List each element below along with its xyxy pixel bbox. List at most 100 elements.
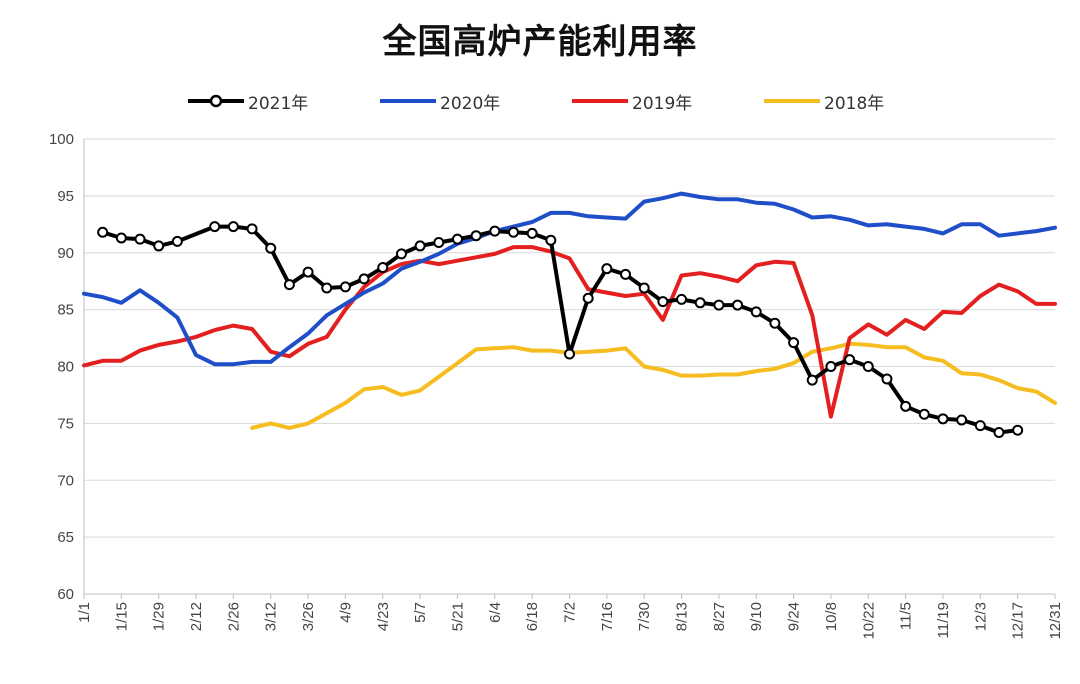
- series-2021年: [97, 221, 1024, 438]
- x-tick-label: 11/19: [935, 602, 952, 638]
- data-point: [937, 413, 949, 425]
- x-tick-label: 7/16: [599, 602, 616, 631]
- x-tick-label: 3/26: [300, 602, 317, 631]
- legend-item-2019: 2019年: [572, 88, 692, 114]
- x-tick-label: 6/4: [487, 602, 504, 623]
- x-tick-label: 6/18: [524, 602, 541, 631]
- series-2018年: [250, 341, 1057, 430]
- series-lines: [82, 191, 1057, 438]
- x-tick-label: 9/24: [786, 602, 803, 631]
- data-point: [1012, 424, 1024, 436]
- data-point: [339, 281, 351, 293]
- data-point: [115, 232, 127, 244]
- legend-label-2019: 2019年: [632, 93, 693, 114]
- data-point: [153, 240, 165, 252]
- data-point: [97, 226, 109, 238]
- data-point: [713, 299, 725, 311]
- x-tick-label: 9/10: [748, 602, 765, 631]
- data-point: [844, 354, 856, 366]
- x-tick-label: 3/12: [263, 602, 280, 631]
- y-tick-label: 80: [57, 359, 74, 376]
- data-point: [620, 268, 632, 280]
- data-point: [526, 227, 538, 239]
- data-point: [414, 240, 426, 252]
- data-point: [564, 348, 575, 360]
- legend-label-2018: 2018年: [824, 93, 885, 114]
- data-point: [433, 237, 445, 249]
- data-point: [283, 279, 295, 291]
- x-tick-label: 8/27: [711, 602, 728, 631]
- data-point: [638, 282, 650, 294]
- series-line: [250, 341, 1057, 430]
- data-point: [545, 234, 557, 246]
- x-tick-label: 1/15: [113, 602, 130, 631]
- x-tick-label: 12/17: [1010, 602, 1027, 640]
- data-point: [507, 226, 519, 238]
- x-tick-label: 2/12: [188, 602, 205, 631]
- x-tick-label: 10/22: [860, 602, 877, 640]
- data-point: [209, 221, 221, 233]
- data-point: [321, 282, 333, 294]
- y-tick-labels: 100 95 90 85 80 75 70 65 60: [49, 131, 74, 603]
- data-point: [956, 414, 968, 426]
- y-tick-label: 100: [49, 131, 74, 148]
- x-tick-label: 7/30: [636, 602, 653, 631]
- chart-title: 全国高炉产能利用率: [382, 22, 698, 62]
- x-tick-label: 2/26: [225, 602, 242, 631]
- data-point: [601, 263, 613, 275]
- data-point: [732, 299, 744, 311]
- series-2019年: [82, 245, 1057, 419]
- data-point: [825, 361, 837, 372]
- data-point: [227, 221, 239, 233]
- data-point: [993, 426, 1005, 438]
- data-point: [788, 337, 800, 349]
- data-point: [302, 266, 314, 278]
- data-point: [134, 233, 146, 245]
- x-tick-label: 4/9: [337, 602, 354, 623]
- legend-swatch-2018: [764, 99, 820, 103]
- data-point: [489, 225, 501, 237]
- legend-label-2021: 2021年: [248, 93, 309, 114]
- data-point: [171, 235, 183, 247]
- legend-swatch-2019: [572, 99, 628, 103]
- data-point: [769, 317, 781, 329]
- data-point: [900, 400, 912, 412]
- data-point: [806, 374, 818, 386]
- x-tick-label: 7/2: [562, 602, 579, 623]
- y-tick-label: 60: [57, 586, 74, 603]
- y-tick-label: 75: [57, 415, 74, 432]
- x-tick-label: 12/31: [1047, 602, 1064, 640]
- data-point: [265, 242, 277, 254]
- x-tick-label: 4/23: [375, 602, 392, 631]
- legend-item-2020: 2020年: [380, 88, 500, 114]
- series-line: [82, 191, 1057, 367]
- x-tick-label: 5/21: [449, 602, 466, 631]
- legend-item-2021: 2021年: [188, 88, 308, 114]
- y-tick-label: 70: [57, 472, 74, 489]
- data-point: [918, 408, 930, 420]
- legend-swatch-2020: [380, 99, 436, 103]
- data-point: [582, 292, 594, 304]
- x-tick-label: 11/5: [898, 602, 915, 630]
- gridlines: [84, 138, 1055, 595]
- y-tick-label: 95: [57, 188, 74, 205]
- data-point: [676, 293, 688, 305]
- data-point: [246, 223, 258, 235]
- y-tick-label: 90: [57, 245, 74, 262]
- legend: 2021年 2020年 2019年 2018年: [0, 88, 1080, 114]
- legend-label-2020: 2020年: [440, 93, 501, 114]
- y-tick-label: 85: [57, 302, 74, 319]
- data-point: [657, 296, 669, 308]
- data-point: [881, 373, 893, 385]
- data-point: [451, 233, 463, 245]
- data-point: [377, 262, 389, 274]
- data-point: [750, 306, 762, 318]
- data-point: [694, 297, 706, 309]
- x-tick-label: 8/13: [674, 602, 691, 631]
- legend-swatch-2021: [188, 94, 244, 108]
- series-line: [82, 245, 1057, 419]
- data-point: [358, 273, 370, 285]
- series-2020年: [82, 191, 1057, 367]
- x-tick-label: 1/29: [151, 602, 168, 631]
- data-point: [395, 248, 407, 260]
